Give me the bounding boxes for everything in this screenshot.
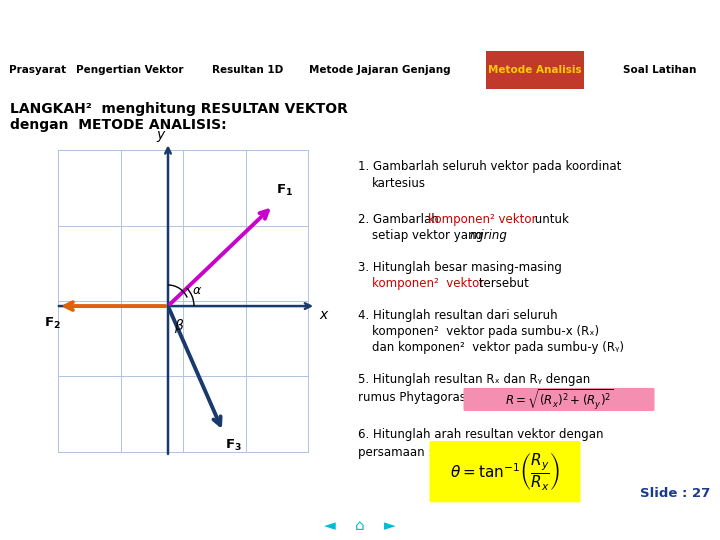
Text: Soal Latihan: Soal Latihan [624, 65, 697, 75]
Text: www.physicslive.wordpress.com: www.physicslive.wordpress.com [5, 522, 150, 530]
Text: $\mathbf{F_1}$: $\mathbf{F_1}$ [276, 183, 293, 198]
Text: $\theta = \tan^{-1}\!\left(\dfrac{R_y}{R_x}\right)$: $\theta = \tan^{-1}\!\left(\dfrac{R_y}{R… [450, 451, 560, 492]
Text: dengan  METODE ANALISIS:: dengan METODE ANALISIS: [10, 118, 227, 132]
Text: setiap vektor yang: setiap vektor yang [372, 229, 487, 242]
Text: kartesius: kartesius [372, 177, 426, 190]
Text: dan komponen²  vektor pada sumbu-y (Rᵧ): dan komponen² vektor pada sumbu-y (Rᵧ) [372, 341, 624, 354]
Text: $\alpha$: $\alpha$ [192, 284, 202, 297]
Text: komponen²  vektor pada sumbu-x (Rₓ): komponen² vektor pada sumbu-x (Rₓ) [372, 325, 599, 338]
Text: ►: ► [384, 518, 396, 534]
Text: 6. Hitunglah arah resultan vektor dengan: 6. Hitunglah arah resultan vektor dengan [358, 428, 603, 441]
Text: © Febri Masda - 2013: © Febri Masda - 2013 [617, 522, 715, 530]
Text: 3. Hitunglah besar masing-masing: 3. Hitunglah besar masing-masing [358, 261, 562, 274]
Text: x: x [319, 308, 328, 322]
Text: Prasyarat: Prasyarat [9, 65, 66, 75]
Text: $R = \sqrt{(R_x)^2+(R_y)^2}$: $R = \sqrt{(R_x)^2+(R_y)^2}$ [505, 387, 613, 411]
Text: 2. Gambarlah: 2. Gambarlah [358, 213, 443, 226]
FancyBboxPatch shape [464, 388, 654, 411]
Text: ⌂: ⌂ [355, 518, 365, 534]
Text: $\beta$: $\beta$ [174, 317, 184, 335]
Text: untuk: untuk [531, 213, 569, 226]
Text: Resultan 1D: Resultan 1D [212, 65, 284, 75]
Bar [486, 51, 584, 90]
Text: $\mathbf{F_2}$: $\mathbf{F_2}$ [44, 316, 60, 331]
Text: 5. Hitunglah resultan Rₓ dan Rᵧ dengan: 5. Hitunglah resultan Rₓ dan Rᵧ dengan [358, 373, 590, 386]
Text: 1. Gambarlah seluruh vektor pada koordinat: 1. Gambarlah seluruh vektor pada koordin… [358, 160, 621, 173]
Text: komponen²  vektor: komponen² vektor [372, 277, 485, 290]
Text: $\mathbf{F_3}$: $\mathbf{F_3}$ [225, 437, 242, 453]
Text: komponen² vektor: komponen² vektor [428, 213, 536, 226]
Text: Metode Jajaran Genjang: Metode Jajaran Genjang [309, 65, 451, 75]
FancyBboxPatch shape [430, 441, 580, 502]
Text: 4. Hitunglah resultan dari seluruh: 4. Hitunglah resultan dari seluruh [358, 309, 557, 322]
Text: Pengertian Vektor: Pengertian Vektor [76, 65, 184, 75]
Text: rumus Phytagoras:: rumus Phytagoras: [358, 392, 470, 404]
Text: ◄: ◄ [324, 518, 336, 534]
Text: LANGKAH²  menghitung RESULTAN VEKTOR: LANGKAH² menghitung RESULTAN VEKTOR [10, 102, 348, 116]
Text: Slide : 27: Slide : 27 [640, 487, 710, 500]
Text: miring: miring [470, 229, 508, 242]
Text: y: y [156, 129, 164, 143]
Text: Metode Analisis: Metode Analisis [488, 65, 582, 75]
Text: persamaan :: persamaan : [358, 446, 433, 458]
Text: BESARAN VEKTOR: BESARAN VEKTOR [254, 15, 466, 35]
Text: tersebut: tersebut [475, 277, 529, 290]
